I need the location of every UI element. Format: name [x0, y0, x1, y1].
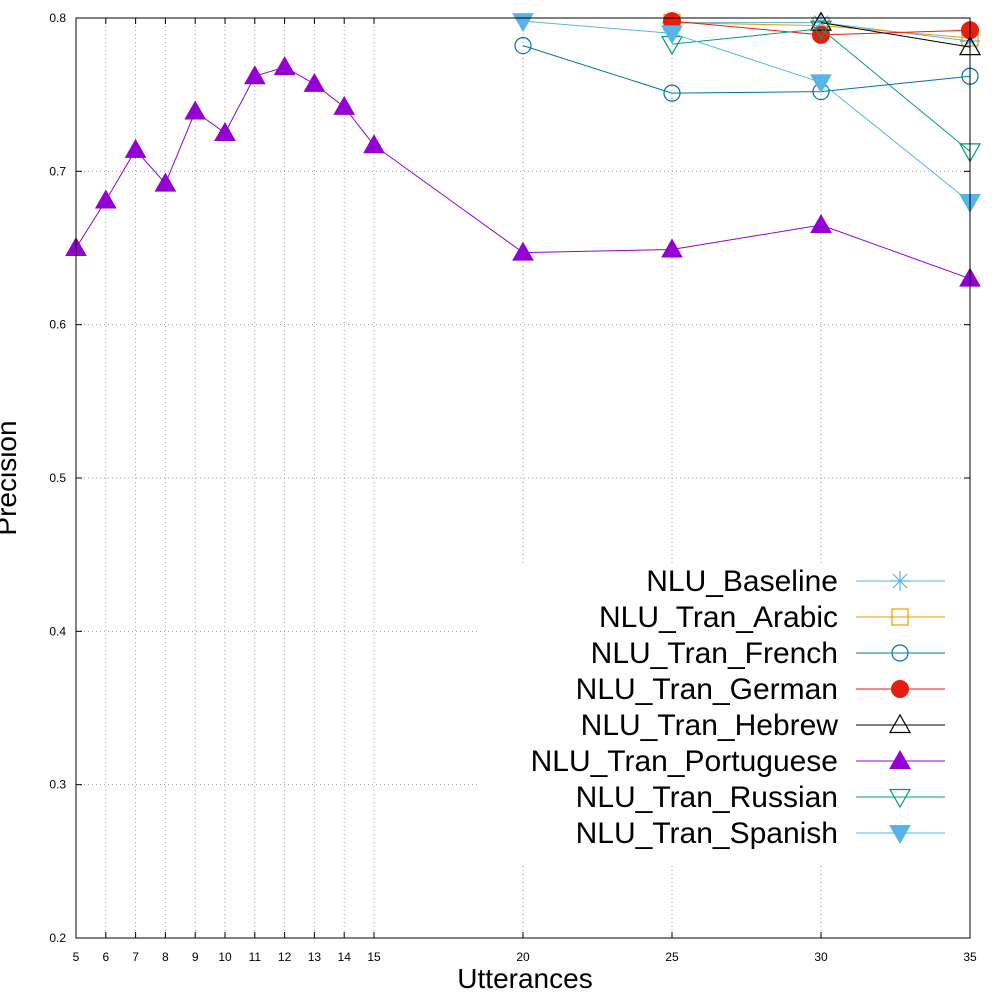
x-tick-label: 14	[338, 950, 352, 964]
y-tick-label: 0.4	[49, 624, 66, 638]
legend-background	[480, 566, 970, 866]
x-tick-label: 11	[249, 950, 262, 964]
x-tick-label: 12	[278, 950, 292, 964]
data-point	[809, 20, 833, 40]
x-tick-label: 35	[963, 950, 977, 964]
x-tick-label: 13	[308, 950, 322, 964]
data-point	[661, 25, 683, 45]
legend-entry: NLU_Tran_German	[576, 673, 945, 706]
data-point	[663, 84, 681, 102]
data-point	[512, 13, 534, 33]
data-point	[661, 238, 683, 258]
y-tick-label: 0.8	[49, 11, 66, 25]
legend-label: NLU_Tran_Spanish	[576, 817, 838, 850]
y-tick-label: 0.2	[49, 931, 66, 945]
data-point	[154, 172, 177, 192]
x-tick-label: 5	[73, 950, 80, 964]
y-tick-label: 0.6	[49, 318, 66, 332]
legend-label: NLU_Tran_Portuguese	[531, 745, 838, 778]
x-tick-label: 9	[192, 950, 199, 964]
series-6	[65, 56, 981, 287]
series-3	[514, 36, 979, 102]
data-point	[273, 56, 296, 76]
x-tick-label: 6	[102, 950, 109, 964]
x-tick-label: 20	[516, 950, 530, 964]
data-point	[214, 121, 236, 141]
series-line	[671, 28, 971, 152]
legend-label: NLU_Tran_Hebrew	[581, 709, 839, 742]
data-point	[512, 241, 534, 261]
y-tick-label: 0.3	[49, 778, 66, 792]
legend-entry: NLU_Tran_French	[591, 637, 945, 670]
x-tick-label: 25	[665, 950, 679, 964]
x-tick-label: 15	[367, 950, 381, 964]
series-line	[671, 22, 971, 39]
series-8	[512, 13, 981, 214]
legend-marker	[889, 749, 911, 769]
legend-entry: NLU_Tran_Hebrew	[581, 709, 945, 742]
data-series	[65, 11, 982, 287]
legend-entry: NLU_Tran_Portuguese	[531, 745, 945, 778]
x-tick-label: 30	[814, 950, 828, 964]
legend-label: NLU_Baseline	[646, 565, 838, 598]
legend-marker	[891, 608, 909, 626]
legend-label: NLU_Tran_German	[576, 673, 838, 706]
data-point	[333, 95, 356, 115]
data-point	[303, 72, 326, 92]
data-point	[810, 213, 832, 233]
data-point	[810, 74, 832, 94]
x-axis-label: Utterances	[457, 963, 592, 994]
legend-label: NLU_Tran_French	[591, 637, 838, 670]
legend-entry: NLU_Tran_Spanish	[576, 817, 945, 850]
legend-entry: NLU_Tran_Arabic	[599, 601, 945, 634]
data-point	[363, 134, 385, 154]
series-line	[522, 20, 971, 203]
tick-labels: 0.2 0.3 0.4 0.5 0.6 0.7 0.8 5 6 7 8 9 10 11 12 13 14 15 20…	[49, 11, 977, 964]
legend-entry: NLU_Baseline	[646, 565, 945, 598]
series-5	[809, 11, 982, 56]
legend: NLU_BaselineNLU_Tran_ArabicNLU_Tran_Fren…	[531, 565, 945, 850]
data-point	[184, 100, 207, 120]
x-tick-label: 8	[162, 950, 169, 964]
legend-marker	[891, 644, 909, 662]
series-line	[820, 22, 971, 48]
x-tick-label: 7	[132, 950, 139, 964]
legend-marker	[889, 825, 911, 845]
legend-label: NLU_Tran_Arabic	[599, 601, 838, 634]
data-point	[94, 189, 117, 209]
legend-marker	[890, 571, 910, 591]
y-axis-label: Precision	[0, 420, 22, 535]
x-tick-label: 10	[218, 950, 232, 964]
data-point	[243, 65, 266, 85]
data-point	[514, 36, 532, 55]
legend-entry: NLU_Tran_Russian	[576, 781, 945, 814]
plot-frame	[75, 17, 971, 939]
y-tick-label: 0.7	[49, 164, 66, 178]
legend-marker	[888, 788, 912, 809]
legend-label: NLU_Tran_Russian	[576, 781, 838, 814]
data-point	[124, 138, 147, 158]
legend-marker	[891, 680, 909, 698]
legend-marker	[888, 713, 912, 734]
series-line	[522, 45, 971, 94]
y-tick-label: 0.5	[49, 471, 66, 485]
